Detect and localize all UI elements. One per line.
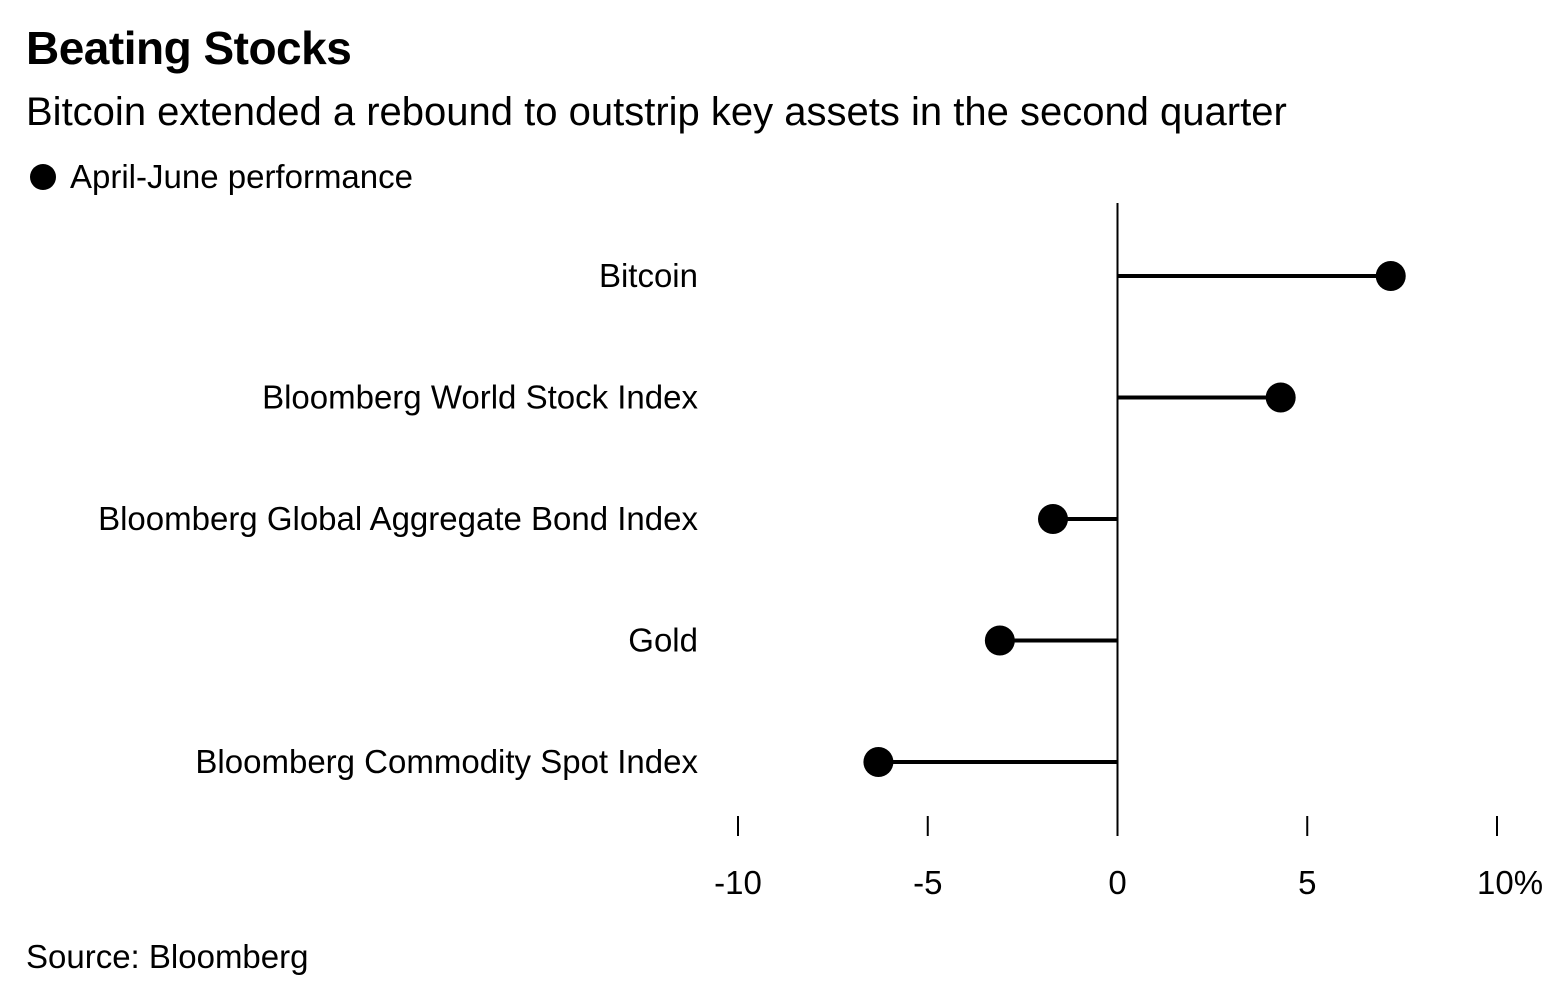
x-tick-label: -5 xyxy=(913,864,942,901)
chart-subtitle: Bitcoin extended a rebound to outstrip k… xyxy=(26,90,1287,134)
category-label: Gold xyxy=(628,622,698,659)
lollipop-dot xyxy=(1265,382,1296,413)
legend-dot-marker xyxy=(30,164,56,190)
category-label: Bloomberg Global Aggregate Bond Index xyxy=(98,500,698,537)
lollipop-dot xyxy=(1375,261,1406,291)
chart-legend: April-June performance xyxy=(30,154,413,200)
category-label: Bloomberg World Stock Index xyxy=(262,379,698,416)
category-label: Bloomberg Commodity Spot Index xyxy=(195,743,698,780)
chart-title: Beating Stocks xyxy=(26,22,352,74)
category-label: Bitcoin xyxy=(599,257,698,294)
x-tick-label: 5 xyxy=(1298,864,1316,901)
lollipop-dot xyxy=(1037,504,1068,534)
x-tick-label: 10% xyxy=(1477,864,1543,901)
chart-source: Source: Bloomberg xyxy=(26,938,309,975)
lollipop-dot xyxy=(984,625,1015,656)
x-tick-label: 0 xyxy=(1108,864,1126,901)
lollipop-dot xyxy=(863,747,894,777)
x-tick-label: -10 xyxy=(714,864,762,901)
legend-label: April-June performance xyxy=(70,158,413,195)
